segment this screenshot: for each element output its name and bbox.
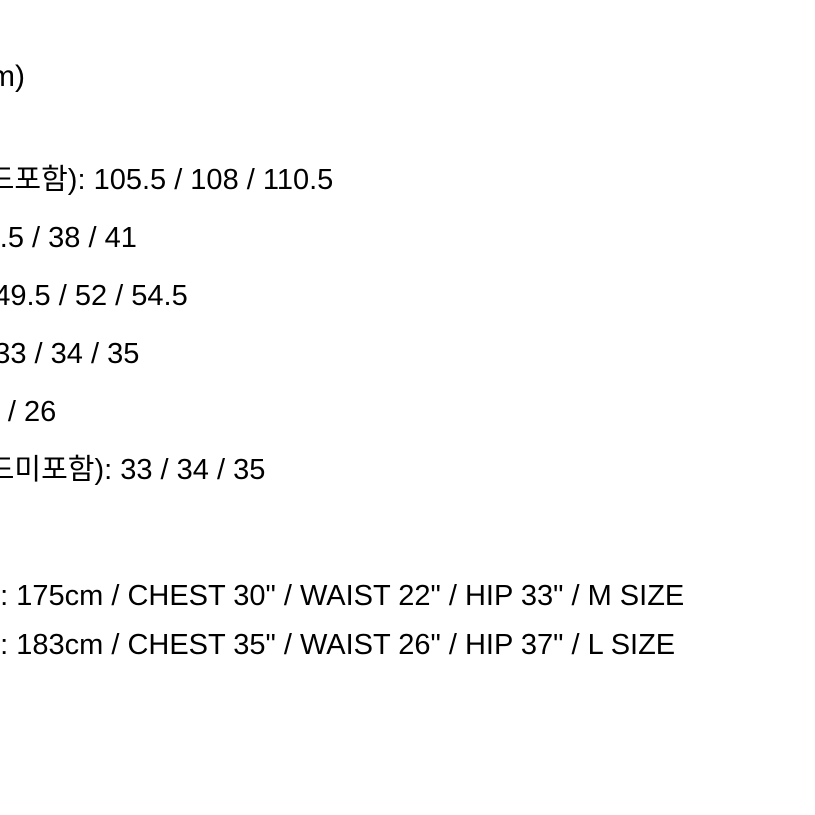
model-line-2: MODEL : 183cm / CHEST 35" / WAIST 26" / …	[0, 629, 815, 662]
models-section: MODEL : 175cm / CHEST 30" / WAIST 22" / …	[0, 580, 815, 662]
measurement-line-4: 허벅지 : 33 / 34 / 35	[0, 330, 815, 372]
measurement-line-5: 밑위 : 25 / 26	[0, 388, 815, 430]
measurement-line-6: 밑단 (밴드미포함): 33 / 34 / 35	[0, 446, 815, 488]
measurement-line-3: 엉덩이 : 49.5 / 52 / 54.5	[0, 272, 815, 314]
header-text: SIZE (cm)	[0, 60, 815, 94]
measurement-line-2: 허리 : 35.5 / 38 / 41	[0, 214, 815, 256]
model-line-1: MODEL : 175cm / CHEST 30" / WAIST 22" / …	[0, 580, 815, 613]
content-container: SIZE (cm) 총장 (밴드포함): 105.5 / 108 / 110.5…	[0, 0, 815, 662]
measurements-section: 총장 (밴드포함): 105.5 / 108 / 110.5 허리 : 35.5…	[0, 156, 815, 488]
measurement-line-1: 총장 (밴드포함): 105.5 / 108 / 110.5	[0, 156, 815, 198]
